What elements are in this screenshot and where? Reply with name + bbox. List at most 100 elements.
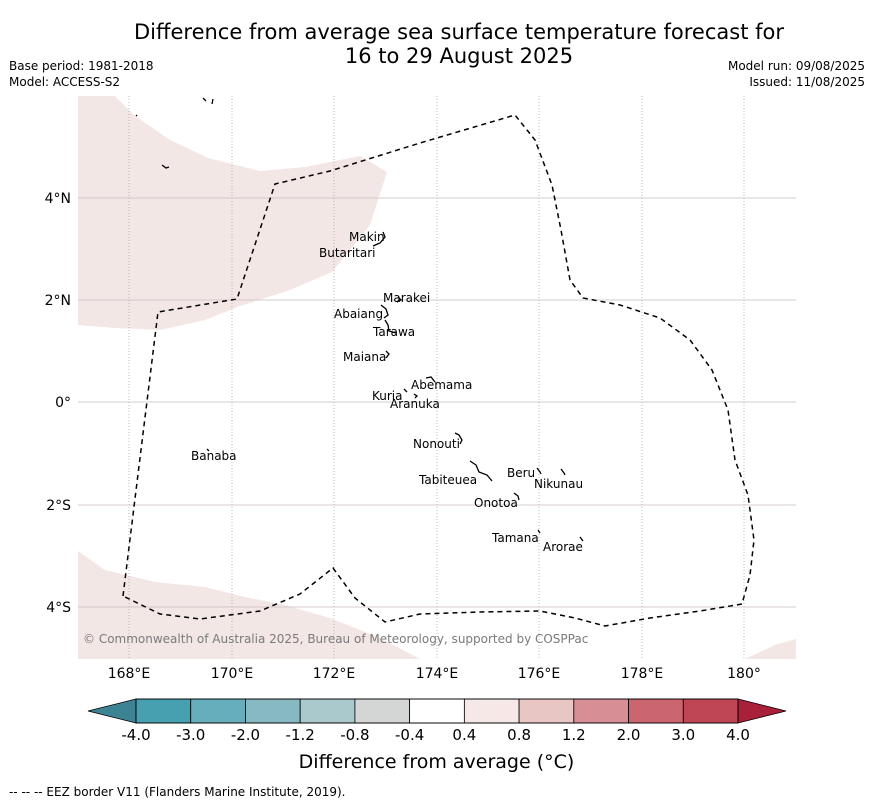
colorbar-bin [299, 698, 356, 724]
colorbar-tick-label: -1.2 [286, 726, 315, 744]
colorbar-bin [518, 698, 575, 724]
label-butaritari: Butaritari [319, 246, 376, 260]
label-banaba: Banaba [191, 449, 237, 463]
map-title: Difference from average sea surface temp… [0, 20, 873, 68]
colorbar-under-arrow [87, 698, 137, 724]
colorbar-tick-label: -4.0 [121, 726, 150, 744]
northwest-islet-4 [211, 98, 214, 105]
colorbar-tick-label: 3.0 [671, 726, 695, 744]
lon-label-178e: 178°E [621, 666, 664, 682]
kuria-atoll [403, 388, 408, 393]
title-line-2: 16 to 29 August 2025 [344, 44, 574, 68]
label-marakei: Marakei [383, 291, 430, 305]
lat-label-0: 0° [55, 395, 71, 411]
southwest-anomaly-region [78, 551, 420, 659]
colorbar-bin [409, 698, 465, 724]
label-beru: Beru [507, 466, 535, 480]
model-run: Model run: 09/08/2025 [727, 59, 865, 73]
colorbar-bin [463, 698, 520, 724]
label-abemama: Abemama [411, 378, 472, 392]
colorbar-tick-label: 0.8 [507, 726, 531, 744]
colorbar-tick-label: 0.4 [452, 726, 476, 744]
north-anomaly-region [78, 96, 387, 330]
label-maiana: Maiana [343, 350, 386, 364]
lat-label-2n: 2°N [45, 293, 71, 309]
label-nonouti: Nonouti [413, 437, 460, 451]
lon-label-180: 180° [727, 666, 761, 682]
southeast-anomaly-region [745, 639, 796, 659]
lon-label-172e: 172°E [313, 666, 356, 682]
colorbar-tick-label: -2.0 [231, 726, 260, 744]
label-tabiteuea: Tabiteuea [418, 473, 477, 487]
base-period: Base period: 1981-2018 [9, 59, 154, 73]
colorbar-tick-label: -3.0 [176, 726, 205, 744]
issued-date: Issued: 11/08/2025 [749, 75, 865, 89]
maiana-atoll [385, 350, 390, 359]
colorbar-over-arrow [737, 698, 787, 724]
makin-atoll [372, 231, 386, 247]
nonouti-atoll [454, 432, 463, 445]
northwest-islet-3 [202, 97, 207, 102]
label-aranuka: Aranuka [390, 397, 440, 411]
colorbar-bin [135, 698, 192, 724]
banaba-island [206, 448, 210, 452]
label-kuria: Kuria [372, 389, 403, 403]
abaiang-atoll [380, 304, 389, 319]
beru-atoll [536, 467, 542, 475]
colorbar-bin [354, 698, 411, 724]
marakei-atoll [396, 296, 403, 303]
latitude-labels: 4°N 2°N 0° 2°S 4°S [45, 191, 72, 616]
islands [135, 97, 584, 542]
model-name: Model: ACCESS-S2 [9, 75, 121, 89]
label-abaiang: Abaiang [334, 307, 383, 321]
eez-footnote: -- -- -- EEZ border V11 (Flanders Marine… [9, 785, 346, 799]
abemama-atoll [425, 376, 436, 383]
nikunau-atoll [560, 468, 566, 476]
gridlines [78, 96, 796, 659]
colorbar-tick-label: 4.0 [726, 726, 750, 744]
label-arorae: Arorae [543, 540, 583, 554]
colorbar: -4.0 -3.0 -2.0 -1.2 -0.8 -0.4 0.4 0.8 1.2 2.0 3.0 4… [87, 698, 787, 744]
label-nikunau: Nikunau [534, 477, 583, 491]
lon-label-176e: 176°E [518, 666, 561, 682]
onotoa-atoll [513, 492, 520, 501]
colorbar-bin [628, 698, 684, 724]
arorae-atoll [579, 536, 584, 542]
lat-label-4n: 4°N [45, 191, 71, 207]
colorbar-tick-label: 1.2 [562, 726, 586, 744]
northwest-islet-2 [161, 164, 170, 169]
lon-label-170e: 170°E [211, 666, 254, 682]
title-line-1: Difference from average sea surface temp… [134, 20, 784, 44]
colorbar-title: Difference from average (°C) [298, 751, 575, 773]
colorbar-tick-label: 2.0 [617, 726, 641, 744]
longitude-labels: 168°E 170°E 172°E 174°E 176°E 178°E 180° [108, 666, 761, 682]
tamana-atoll [537, 529, 541, 534]
label-tarawa: Tarawa [372, 325, 415, 339]
tarawa-atoll [384, 319, 397, 334]
lon-label-168e: 168°E [108, 666, 151, 682]
model-info: Base period: 1981-2018 Model: ACCESS-S2 [9, 58, 154, 90]
colorbar-outline [135, 698, 739, 724]
colorbar-bin [190, 698, 246, 724]
label-tamana: Tamana [491, 531, 539, 545]
run-info: Model run: 09/08/2025 Issued: 11/08/2025 [728, 58, 865, 90]
colorbar-tick-label: -0.8 [340, 726, 369, 744]
lat-label-4s: 4°S [46, 600, 71, 616]
tabiteuea-atoll [469, 460, 493, 482]
colorbar-bin [682, 698, 739, 724]
copyright-notice: © Commonwealth of Australia 2025, Bureau… [83, 632, 589, 646]
northwest-islet-1 [135, 114, 138, 117]
lon-label-174e: 174°E [416, 666, 459, 682]
colorbar-tick-labels: -4.0 -3.0 -2.0 -1.2 -0.8 -0.4 0.4 0.8 1.2 2.0 3.0 4… [121, 726, 750, 744]
eez-border [122, 114, 755, 627]
eez-gilbert-islands [122, 114, 755, 627]
colorbar-bins [135, 698, 739, 724]
place-labels: Makin Butaritari Marakei Abaiang Tarawa … [191, 230, 583, 554]
aranuka-atoll [413, 393, 419, 399]
colorbar-bin [573, 698, 629, 724]
label-onotoa: Onotoa [474, 496, 518, 510]
anomaly-shading [78, 96, 796, 659]
colorbar-tick-label: -0.4 [395, 726, 424, 744]
lat-label-2s: 2°S [46, 498, 71, 514]
